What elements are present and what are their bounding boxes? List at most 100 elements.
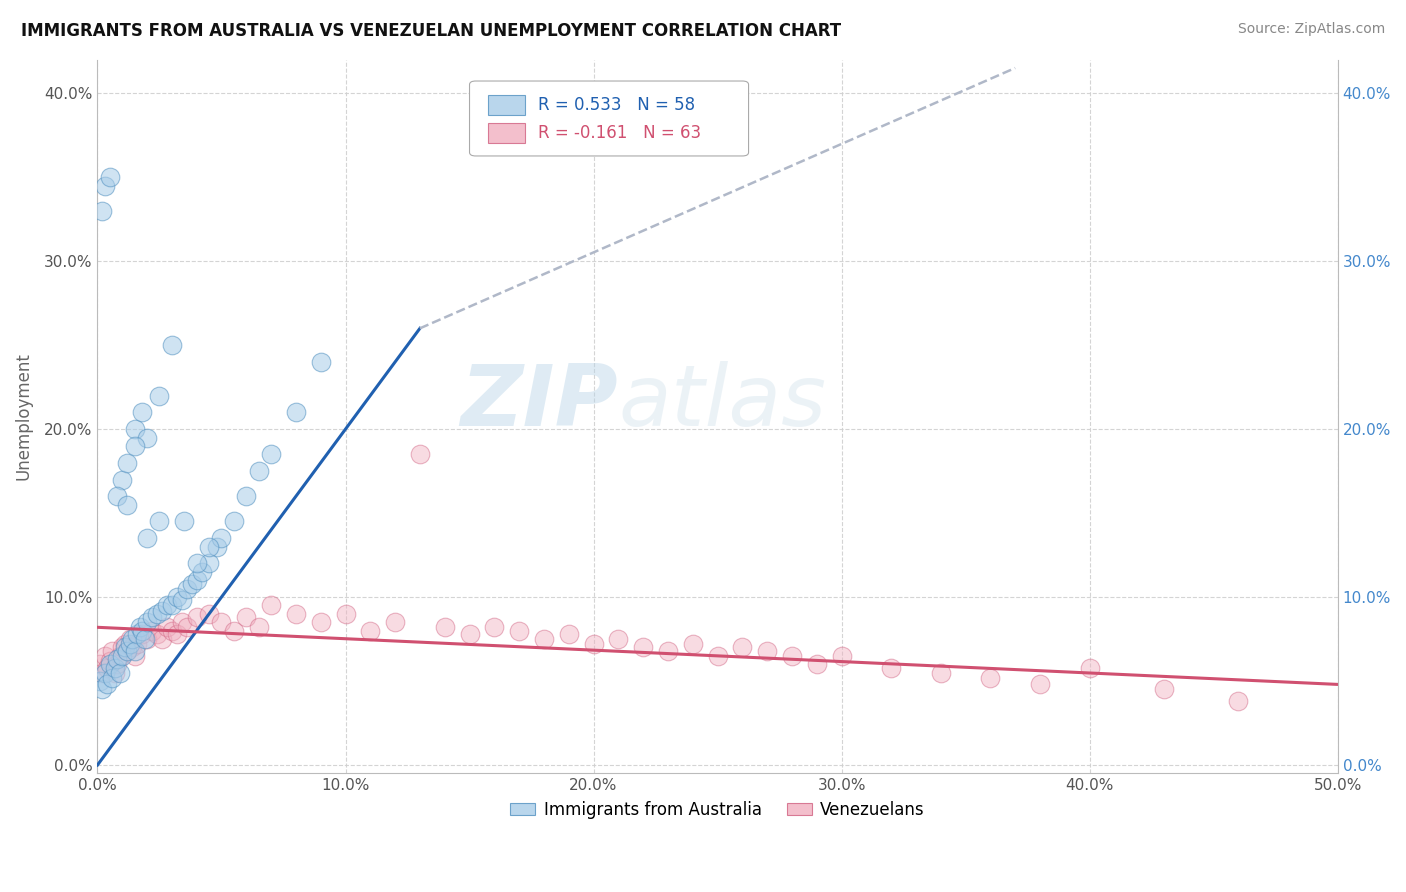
Point	[880, 660, 903, 674]
Point	[141, 624, 163, 638]
Text: Source: ZipAtlas.com: Source: ZipAtlas.com	[1237, 22, 1385, 37]
Point	[89, 657, 111, 672]
Point	[101, 671, 124, 685]
Point	[115, 644, 138, 658]
Point	[186, 557, 208, 571]
Point	[359, 624, 381, 638]
Point	[101, 644, 124, 658]
Point	[156, 599, 179, 613]
Point	[186, 610, 208, 624]
Text: R = -0.161   N = 63: R = -0.161 N = 63	[537, 124, 700, 142]
Point	[190, 565, 212, 579]
Point	[176, 582, 198, 596]
Point	[176, 620, 198, 634]
Point	[166, 627, 188, 641]
Y-axis label: Unemployment: Unemployment	[15, 352, 32, 481]
Point	[118, 637, 141, 651]
Point	[211, 531, 233, 545]
Point	[558, 627, 581, 641]
Point	[1078, 660, 1101, 674]
Point	[98, 654, 121, 668]
Point	[146, 627, 169, 641]
Point	[134, 632, 156, 646]
Point	[114, 640, 136, 655]
Point	[780, 648, 803, 663]
Point	[124, 648, 146, 663]
Point	[136, 615, 159, 630]
Text: IMMIGRANTS FROM AUSTRALIA VS VENEZUELAN UNEMPLOYMENT CORRELATION CHART: IMMIGRANTS FROM AUSTRALIA VS VENEZUELAN …	[21, 22, 841, 40]
Text: R = 0.533   N = 58: R = 0.533 N = 58	[537, 95, 695, 113]
Point	[115, 498, 138, 512]
Point	[173, 515, 195, 529]
Point	[284, 405, 307, 419]
Point	[309, 355, 332, 369]
Point	[105, 489, 128, 503]
Point	[121, 640, 143, 655]
Point	[160, 624, 183, 638]
Text: atlas: atlas	[619, 360, 827, 443]
Point	[222, 624, 245, 638]
Point	[166, 590, 188, 604]
Point	[1227, 694, 1250, 708]
Point	[91, 665, 114, 680]
FancyBboxPatch shape	[470, 81, 748, 156]
Point	[186, 574, 208, 588]
Point	[235, 610, 257, 624]
Point	[111, 640, 134, 655]
Point	[128, 620, 150, 634]
Point	[284, 607, 307, 621]
Point	[105, 652, 128, 666]
Point	[108, 665, 131, 680]
Point	[114, 637, 136, 651]
Point	[170, 593, 193, 607]
Point	[115, 644, 138, 658]
Point	[91, 682, 114, 697]
Point	[127, 637, 149, 651]
Point	[582, 637, 605, 651]
Point	[94, 178, 117, 193]
Point	[104, 660, 127, 674]
Point	[124, 439, 146, 453]
Point	[150, 603, 173, 617]
Point	[247, 464, 270, 478]
Point	[1153, 682, 1175, 697]
Legend: Immigrants from Australia, Venezuelans: Immigrants from Australia, Venezuelans	[503, 795, 931, 826]
Point	[260, 599, 283, 613]
Point	[98, 170, 121, 185]
Point	[335, 607, 357, 621]
Point	[118, 632, 141, 646]
Point	[111, 473, 134, 487]
Point	[1029, 677, 1052, 691]
Point	[131, 624, 153, 638]
Point	[160, 338, 183, 352]
Point	[831, 648, 853, 663]
Point	[108, 648, 131, 663]
Point	[94, 665, 117, 680]
Point	[682, 637, 704, 651]
Point	[131, 627, 153, 641]
FancyBboxPatch shape	[488, 123, 526, 143]
Point	[170, 615, 193, 630]
Point	[127, 627, 149, 641]
Point	[146, 607, 169, 621]
Point	[657, 644, 679, 658]
Point	[731, 640, 754, 655]
Point	[91, 203, 114, 218]
Point	[458, 627, 481, 641]
Point	[409, 447, 432, 461]
Point	[156, 620, 179, 634]
Point	[89, 674, 111, 689]
Point	[235, 489, 257, 503]
Point	[136, 430, 159, 444]
Point	[148, 515, 170, 529]
Point	[180, 576, 202, 591]
Point	[508, 624, 530, 638]
Point	[260, 447, 283, 461]
Point	[131, 405, 153, 419]
Point	[115, 456, 138, 470]
FancyBboxPatch shape	[488, 95, 526, 114]
Point	[247, 620, 270, 634]
Point	[706, 648, 728, 663]
Point	[124, 422, 146, 436]
Point	[979, 671, 1001, 685]
